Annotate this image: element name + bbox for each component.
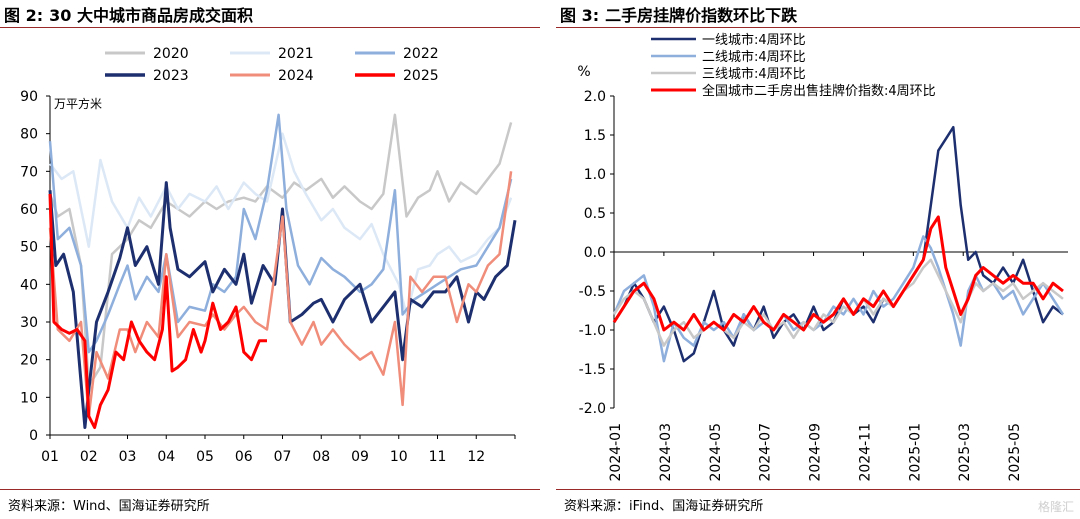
left-legend-label-2025: 2025 — [403, 68, 439, 84]
left-legend-label-2024: 2024 — [278, 68, 314, 84]
right-series-line-一线城市:4周环比 — [612, 125, 1064, 363]
right-source: 资料来源：iFind、国海证券研究所 — [564, 499, 764, 514]
left-legend-label-2022: 2022 — [403, 46, 439, 62]
right-legend-label-一线城市:4周环比: 一线城市:4周环比 — [702, 32, 806, 48]
left-series-line-2022 — [48, 113, 513, 354]
left-legend-label-2021: 2021 — [278, 46, 314, 62]
right-x-tick-label: 2024-11 — [857, 423, 873, 482]
left-x-tick-label: 12 — [467, 449, 485, 465]
left-x-tick-label: 05 — [196, 449, 214, 465]
left-x-tick-label: 10 — [390, 449, 408, 465]
left-x-tick-label: 06 — [235, 449, 253, 465]
right-x-tick-label: 2024-07 — [758, 423, 774, 482]
left-title-rule — [0, 27, 540, 28]
right-figure-label: 图 3: — [560, 6, 600, 25]
right-y-tick-label: 1.5 — [584, 128, 606, 144]
left-x-tick-label: 01 — [41, 449, 59, 465]
left-y-tick-label: 70 — [20, 164, 38, 180]
right-series-line-二线城市:4周环比 — [612, 235, 1065, 363]
right-title-rule — [556, 27, 1080, 28]
right-legend-label-全国城市二手房出售挂牌价指数:4周环比: 全国城市二手房出售挂牌价指数:4周环比 — [702, 83, 936, 99]
right-series-line-三线城市:4周环比 — [612, 258, 1064, 347]
left-title-text: 30 大中城市商品房成交面积 — [49, 6, 253, 25]
right-legend-label-二线城市:4周环比: 二线城市:4周环比 — [702, 49, 806, 65]
right-y-tick-label: 0.0 — [584, 245, 606, 261]
left-y-tick-label: 40 — [20, 277, 38, 293]
right-legend-label-三线城市:4周环比: 三线城市:4周环比 — [702, 66, 806, 82]
left-y-tick-label: 30 — [20, 315, 38, 331]
left-y-tick-label: 10 — [20, 390, 38, 406]
right-source-rule — [556, 489, 1080, 490]
right-chart: -2.0 -1.5 -1.0 -0.5 0.0 0.5 1.0 1.5 2.0% 2024-01 2… — [577, 32, 1068, 482]
left-legend-label-2020: 2020 — [153, 46, 189, 62]
left-y-tick-label: 50 — [20, 240, 38, 256]
right-y-unit-label: % — [577, 64, 590, 80]
left-series-line-2024 — [48, 171, 513, 418]
watermark-text: 格隆汇 — [1037, 500, 1074, 514]
left-figure-title: 图 2: 30 大中城市商品房成交面积 — [4, 2, 253, 26]
right-title-text: 二手房挂牌价指数环比下跌 — [605, 6, 798, 25]
right-x-tick-label: 2024-01 — [608, 423, 624, 482]
right-y-tick-label: 2.0 — [584, 89, 606, 105]
left-x-tick-label: 02 — [80, 449, 98, 465]
right-y-tick-label: -0.5 — [579, 284, 606, 300]
right-x-tick-label: 2024-05 — [708, 423, 724, 482]
left-legend-label-2023: 2023 — [153, 68, 189, 84]
left-source: 资料来源：Wind、国海证券研究所 — [8, 499, 210, 514]
right-figure-title: 图 3: 二手房挂牌价指数环比下跌 — [560, 2, 797, 26]
left-y-tick-label: 20 — [20, 353, 38, 369]
left-x-tick-label: 07 — [274, 449, 292, 465]
left-series-line-2020 — [48, 113, 513, 388]
left-x-tick-label: 09 — [351, 449, 369, 465]
right-x-tick-label: 2024-09 — [808, 423, 824, 482]
right-series-line-全国城市二手房出售挂牌价指数:4周环比 — [612, 215, 1064, 332]
right-y-tick-label: -1.0 — [579, 323, 606, 339]
right-x-tick-label: 2025-01 — [907, 423, 923, 482]
left-y-tick-label: 90 — [20, 89, 38, 105]
right-panel: 图 3: 二手房挂牌价指数环比下跌 -2.0 -1.5 -1.0 -0.5 0.0 0.5 1… — [556, 0, 1080, 519]
left-series-line-2021 — [49, 132, 513, 316]
left-chart: 0 10 20 30 40 50 60 70 80 90 万平方米 01 02 03 04 05 06 07 08 0… — [20, 46, 517, 465]
right-y-tick-label: 1.0 — [584, 167, 606, 183]
right-y-tick-label: -2.0 — [579, 401, 606, 417]
left-y-tick-label: 80 — [20, 127, 38, 143]
left-y-tick-label: 0 — [29, 428, 38, 444]
left-x-tick-label: 11 — [429, 449, 447, 465]
left-x-tick-label: 08 — [312, 449, 330, 465]
left-series-line-2023 — [48, 181, 517, 429]
left-y-tick-label: 60 — [20, 202, 38, 218]
left-series-line-2025 — [48, 193, 267, 429]
left-x-tick-label: 03 — [119, 449, 137, 465]
left-figure-label: 图 2: — [4, 6, 44, 25]
left-panel: 图 2: 30 大中城市商品房成交面积 0 10 20 30 40 50 60 70 80 90 万平… — [0, 2, 540, 514]
right-y-tick-label: 0.5 — [584, 206, 606, 222]
right-x-tick-label: 2024-03 — [658, 423, 674, 482]
right-x-tick-label: 2025-03 — [957, 423, 973, 482]
right-y-tick-label: -1.5 — [579, 362, 606, 378]
left-x-tick-label: 04 — [157, 449, 175, 465]
left-y-unit-label: 万平方米 — [54, 96, 102, 111]
right-x-tick-label: 2025-05 — [1007, 423, 1023, 482]
left-source-rule — [0, 489, 540, 490]
